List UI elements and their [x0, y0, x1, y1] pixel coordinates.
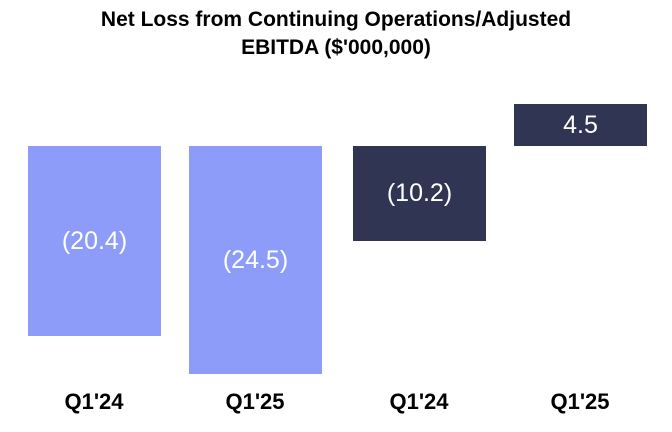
x-axis-label-1: Q1'24 [64, 389, 124, 414]
bar-1-q1-24: (20.4) [28, 146, 161, 336]
bar-3-q1-24: (10.2) [353, 146, 486, 241]
bar-value-label: (24.5) [222, 245, 289, 274]
x-axis-label-3: Q1'24 [389, 389, 449, 414]
bar-4-q1-25: 4.5 [514, 104, 647, 146]
x-axis-label-4: Q1'25 [550, 389, 610, 414]
bar-value-label: (10.2) [386, 179, 453, 207]
chart-title: Net Loss from Continuing Operations/Adju… [0, 6, 672, 62]
bar-2-q1-25: (24.5) [189, 146, 322, 374]
chart-title-line-1: Net Loss from Continuing Operations/Adju… [100, 8, 572, 31]
chart-title-line-2: EBITDA ($'000,000) [241, 36, 431, 59]
x-axis-label-2: Q1'25 [225, 389, 285, 414]
bar-value-label: (20.4) [61, 226, 128, 255]
bar-value-label: 4.5 [563, 110, 598, 139]
